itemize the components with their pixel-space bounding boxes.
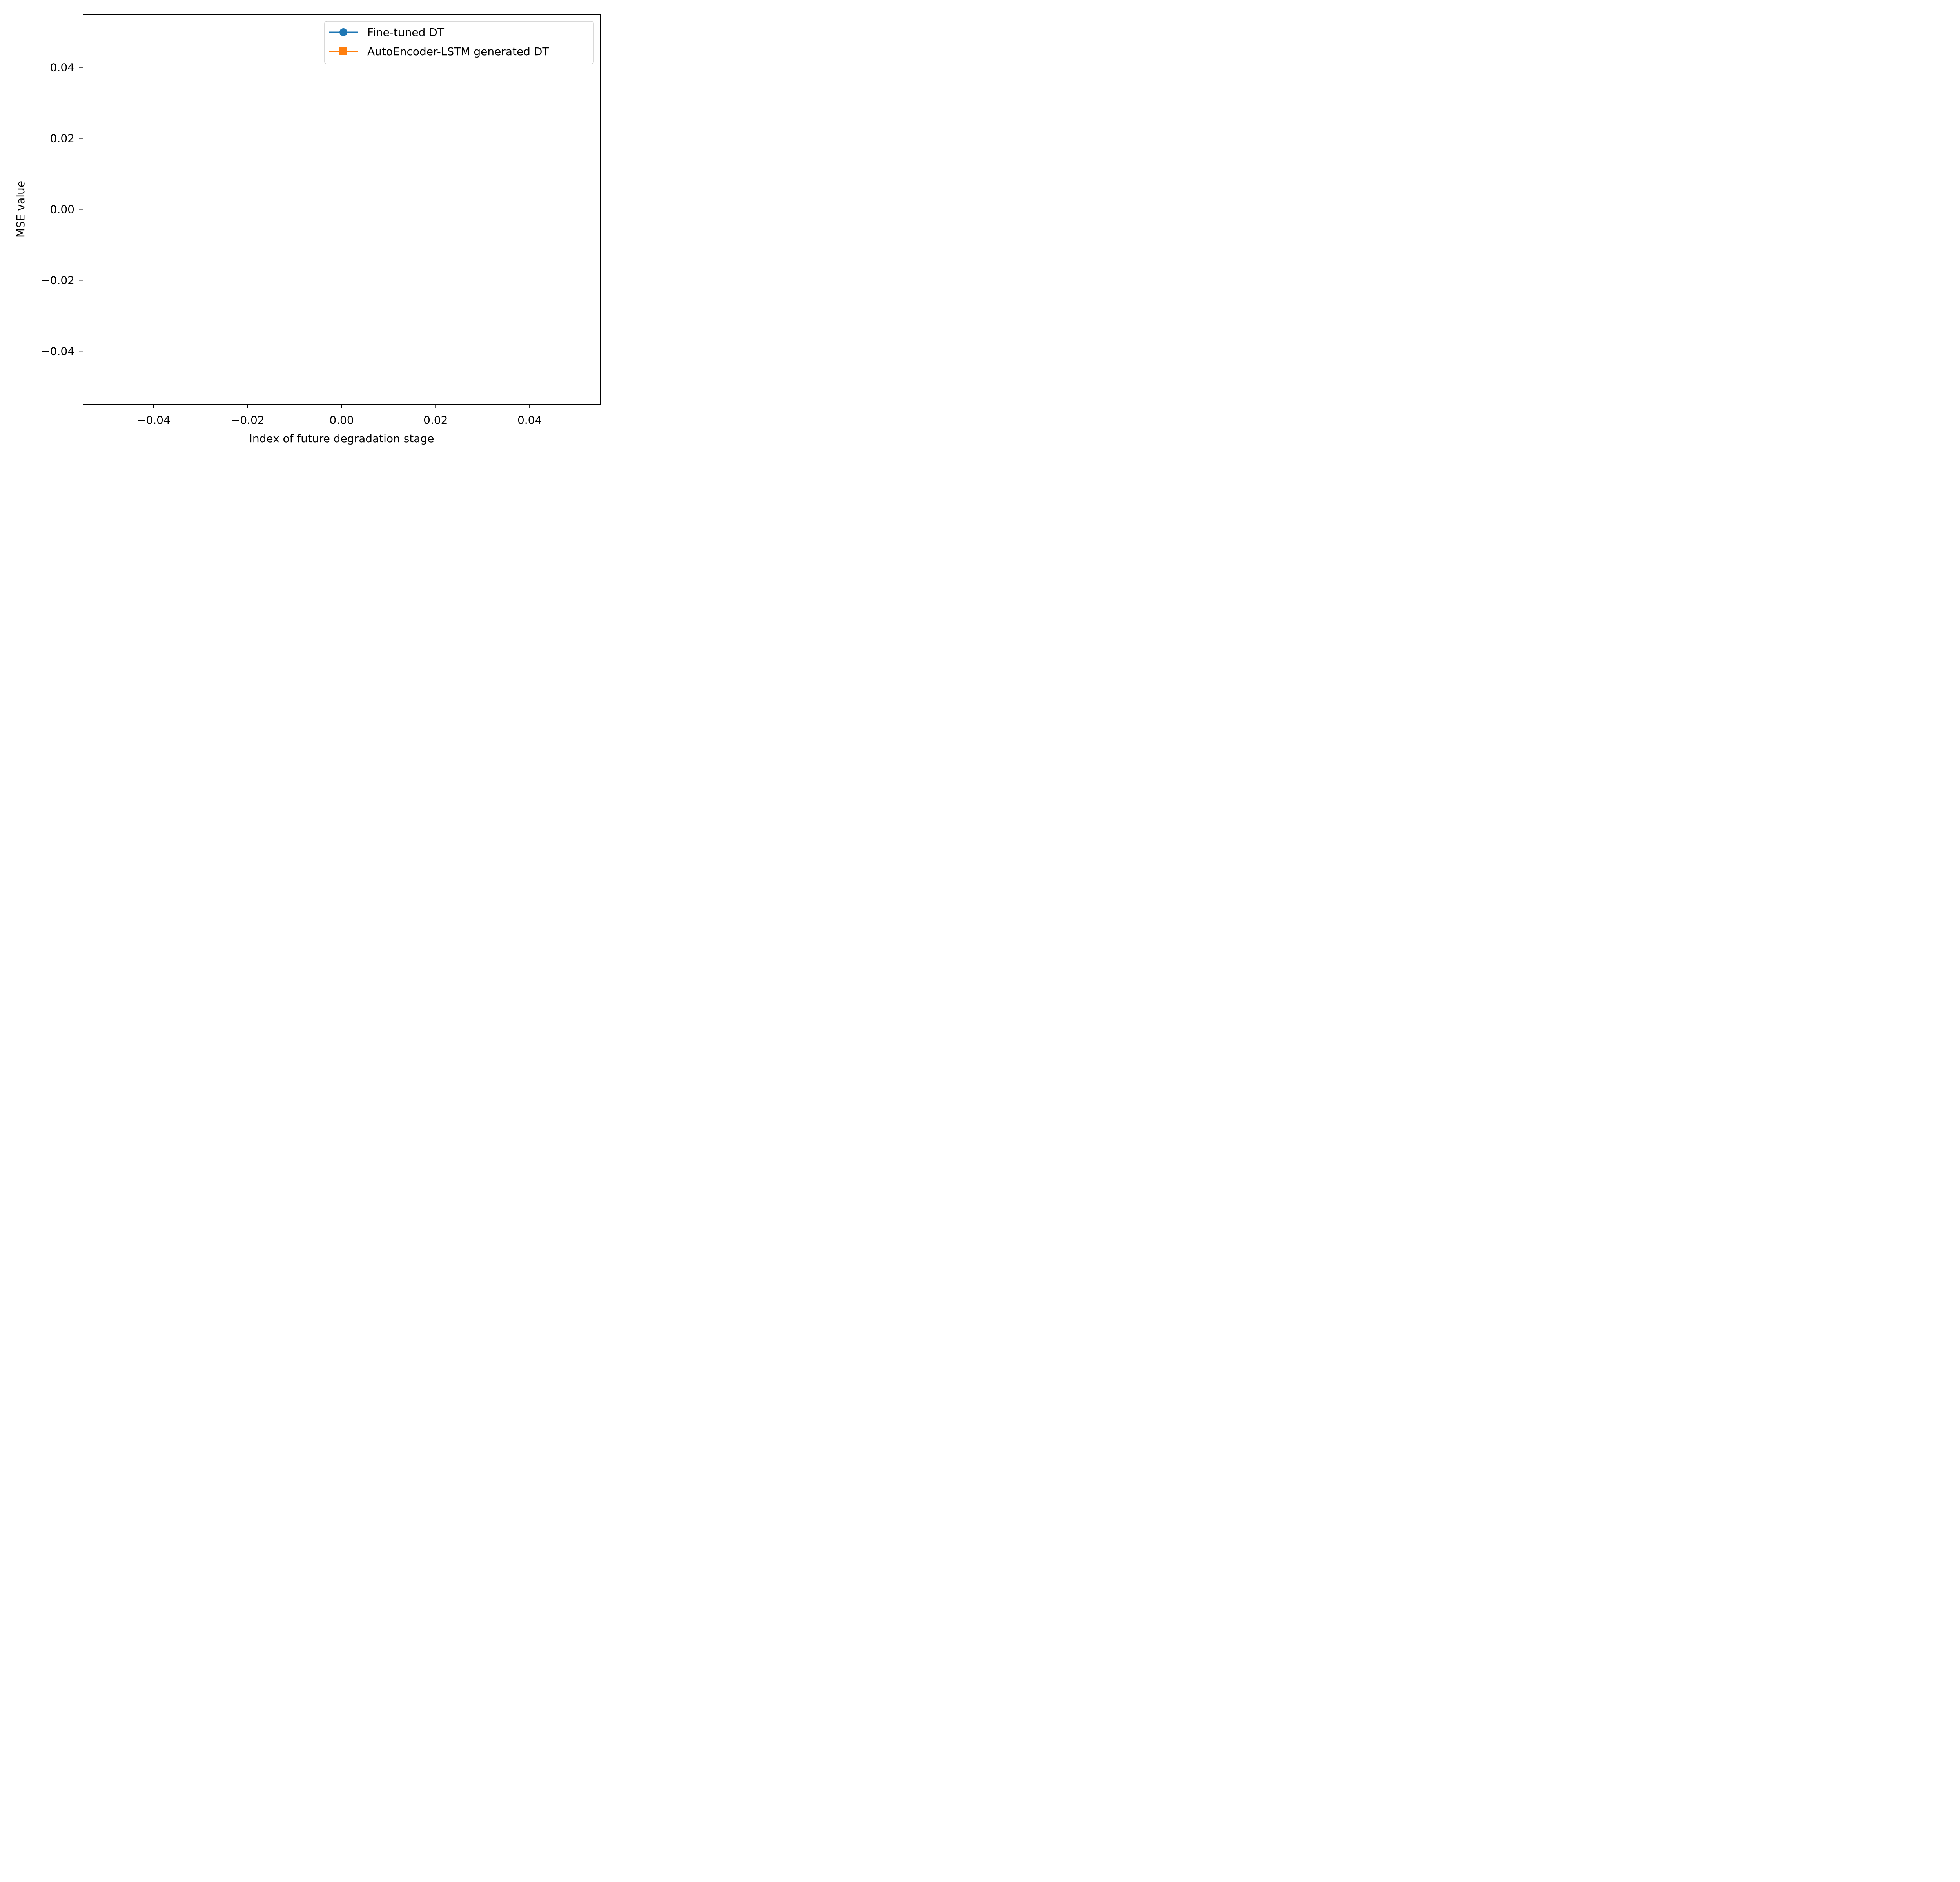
x-tick-label: −0.04 [137,414,171,427]
y-tick-label: 0.00 [50,203,74,216]
legend-label-autoencoder-lstm: AutoEncoder-LSTM generated DT [367,45,549,58]
y-axis: −0.04 −0.02 0.00 0.02 0.04 [41,61,83,358]
circle-marker-icon [339,28,347,36]
legend-label-fine-tuned: Fine-tuned DT [367,26,445,39]
x-tick-label: 0.00 [329,414,354,427]
mse-line-chart: −0.04 −0.02 0.00 0.02 0.04 −0.04 −0.02 0.00 0.0… [0,0,613,458]
x-tick-label: 0.02 [423,414,448,427]
y-tick-label: 0.04 [50,61,74,74]
y-tick-label: 0.02 [50,132,74,145]
square-marker-icon [339,47,347,55]
x-axis-label: Index of future degradation stage [249,432,434,445]
y-tick-label: −0.04 [41,345,74,358]
x-tick-label: 0.04 [517,414,542,427]
legend-box [324,21,594,64]
legend: Fine-tuned DT AutoEncoder-LSTM generated… [324,21,594,64]
figure-background [0,0,613,458]
legend-entry-autoencoder-lstm: AutoEncoder-LSTM generated DT [329,45,549,58]
y-tick-label: −0.02 [41,274,74,287]
x-tick-label: −0.02 [231,414,265,427]
x-axis: −0.04 −0.02 0.00 0.02 0.04 [137,404,542,427]
legend-entry-fine-tuned: Fine-tuned DT [329,26,445,39]
y-axis-label: MSE value [14,181,27,238]
